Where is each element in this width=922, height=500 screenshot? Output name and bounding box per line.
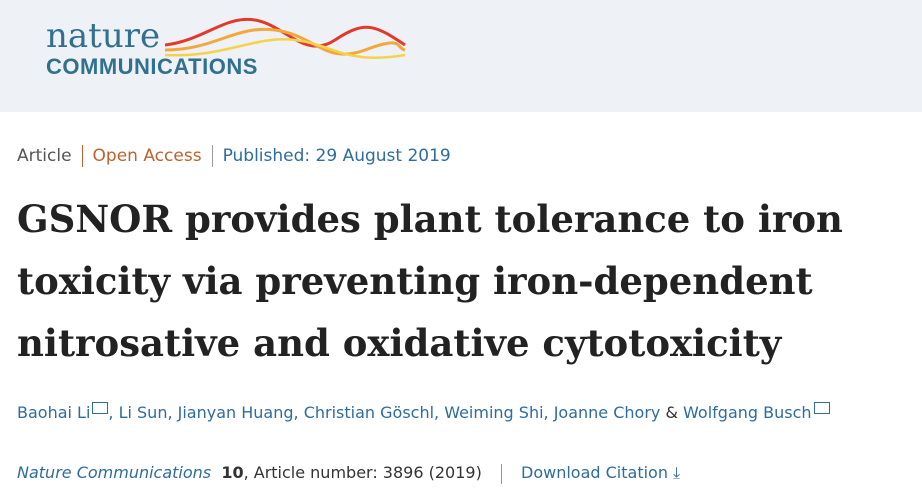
download-citation[interactable]: Download Citation	[521, 463, 668, 482]
author[interactable]: Baohai Li	[17, 403, 91, 422]
article-number: , Article number: 3896 (2019)	[243, 463, 482, 482]
author[interactable]: Jianyan Huang	[177, 403, 294, 422]
header: nature COMMUNICATIONS	[0, 0, 922, 112]
authors: Baohai Li, Li Sun, Jianyan Huang, Christ…	[17, 402, 830, 422]
article-meta: Article Open Access Published: 29 August 2…	[17, 145, 451, 167]
title: GSNOR provides plant tolerance to iron t…	[17, 197, 843, 365]
author[interactable]: Li Sun	[118, 403, 168, 422]
authors-join: &	[660, 403, 684, 422]
article-type: Article	[17, 146, 72, 166]
author[interactable]: Wolfgang Busch	[683, 403, 812, 422]
logo-waves	[165, 17, 406, 59]
author[interactable]: Weiming Shi	[444, 403, 544, 422]
email-icon[interactable]	[813, 402, 830, 414]
logo-bottom[interactable]: COMMUNICATIONS	[46, 54, 258, 79]
published: Published: 29 August 2019	[222, 146, 451, 166]
volume: 10	[221, 463, 244, 482]
access: Open Access	[92, 146, 202, 166]
author[interactable]: Joanne Chory	[553, 403, 661, 422]
citation: Nature Communications 10, Article number…	[17, 463, 681, 484]
journal[interactable]: Nature Communications	[17, 463, 212, 482]
author[interactable]: Christian Göschl	[303, 403, 435, 422]
logo-top[interactable]: nature	[46, 16, 161, 56]
email-icon[interactable]	[92, 402, 109, 414]
